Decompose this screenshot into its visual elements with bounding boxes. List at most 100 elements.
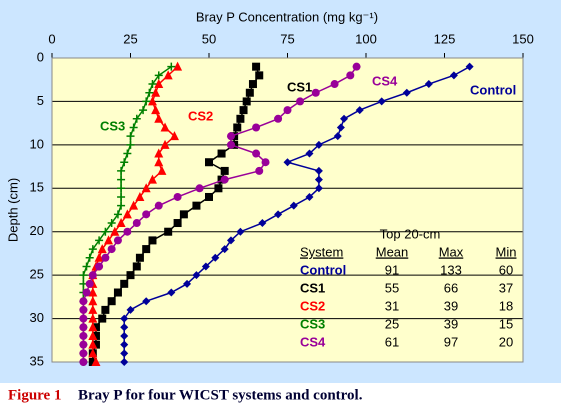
marker <box>167 62 176 71</box>
marker <box>95 236 104 245</box>
marker <box>255 71 264 80</box>
marker <box>173 61 183 71</box>
marker <box>101 253 110 262</box>
y-tick-label: 25 <box>30 267 44 282</box>
table-cell: 39 <box>444 298 458 313</box>
marker <box>142 297 151 306</box>
table-cell: 60 <box>499 262 513 277</box>
plot-border <box>51 57 524 363</box>
series-label: CS3 <box>100 118 125 133</box>
marker <box>336 123 345 132</box>
marker <box>120 358 129 366</box>
series-label: CS1 <box>287 79 312 94</box>
marker <box>220 175 229 184</box>
marker <box>129 123 138 132</box>
marker <box>79 314 88 323</box>
marker <box>242 97 251 106</box>
marker <box>104 235 114 245</box>
marker <box>148 236 157 245</box>
marker <box>110 226 120 236</box>
marker <box>107 297 116 306</box>
marker <box>173 192 182 201</box>
marker <box>236 227 245 236</box>
marker <box>88 245 97 254</box>
marker <box>340 114 349 123</box>
x-tick-label: 150 <box>512 31 534 46</box>
marker <box>117 184 126 193</box>
marker <box>113 288 122 297</box>
x-tick-label: 50 <box>202 31 216 46</box>
marker <box>88 330 98 340</box>
marker <box>88 339 98 349</box>
marker <box>120 349 129 358</box>
table-cell: 133 <box>440 262 462 277</box>
marker <box>94 252 104 262</box>
marker <box>424 80 433 89</box>
marker <box>314 184 323 193</box>
marker <box>160 139 170 149</box>
y-tick-label: 15 <box>30 180 44 195</box>
marker <box>305 192 314 201</box>
marker <box>258 219 267 228</box>
marker <box>154 157 164 167</box>
marker <box>88 271 97 280</box>
marker <box>195 184 204 193</box>
marker <box>226 140 235 149</box>
marker <box>145 88 154 97</box>
marker <box>183 279 192 288</box>
marker <box>226 132 235 141</box>
table-cell: 18 <box>499 298 513 313</box>
marker <box>449 71 458 80</box>
table-header: System <box>300 244 343 259</box>
marker <box>248 80 257 89</box>
marker <box>85 279 94 288</box>
marker <box>151 87 161 97</box>
marker <box>107 245 116 254</box>
marker <box>179 210 188 219</box>
marker <box>283 106 292 115</box>
marker <box>116 218 126 228</box>
marker <box>79 349 88 358</box>
marker <box>122 209 132 219</box>
y-axis-title: Depth (cm) <box>5 178 20 242</box>
marker <box>117 192 126 201</box>
marker <box>91 331 100 340</box>
marker <box>120 279 129 288</box>
marker <box>135 253 144 262</box>
marker <box>142 97 151 106</box>
marker <box>252 62 261 71</box>
marker <box>117 175 126 184</box>
marker <box>107 219 116 228</box>
marker <box>98 314 107 323</box>
marker <box>201 262 210 271</box>
marker <box>402 88 411 97</box>
marker <box>192 271 201 280</box>
table-header: Min <box>496 244 517 259</box>
marker <box>132 219 141 228</box>
marker <box>173 219 182 228</box>
marker <box>123 227 132 236</box>
marker <box>135 191 145 201</box>
x-tick-label: 100 <box>355 31 377 46</box>
marker <box>88 296 98 306</box>
marker <box>355 106 364 115</box>
x-tick-label: 0 <box>48 31 55 46</box>
table-system: CS1 <box>300 280 325 295</box>
marker <box>233 123 242 132</box>
marker <box>346 71 355 80</box>
marker <box>126 132 135 141</box>
marker <box>123 149 132 158</box>
table-title: Top 20-cm <box>380 226 441 241</box>
marker <box>91 340 100 349</box>
caption-label: Figure 1 <box>8 387 61 403</box>
marker <box>79 331 88 340</box>
marker <box>261 158 270 167</box>
marker <box>79 340 88 349</box>
marker <box>82 288 91 297</box>
table-cell: 39 <box>444 316 458 331</box>
y-tick-label: 10 <box>30 136 44 151</box>
table-system: CS3 <box>300 316 325 331</box>
caption-text: Bray P for four WICST systems and contro… <box>78 387 363 403</box>
marker <box>91 357 101 366</box>
